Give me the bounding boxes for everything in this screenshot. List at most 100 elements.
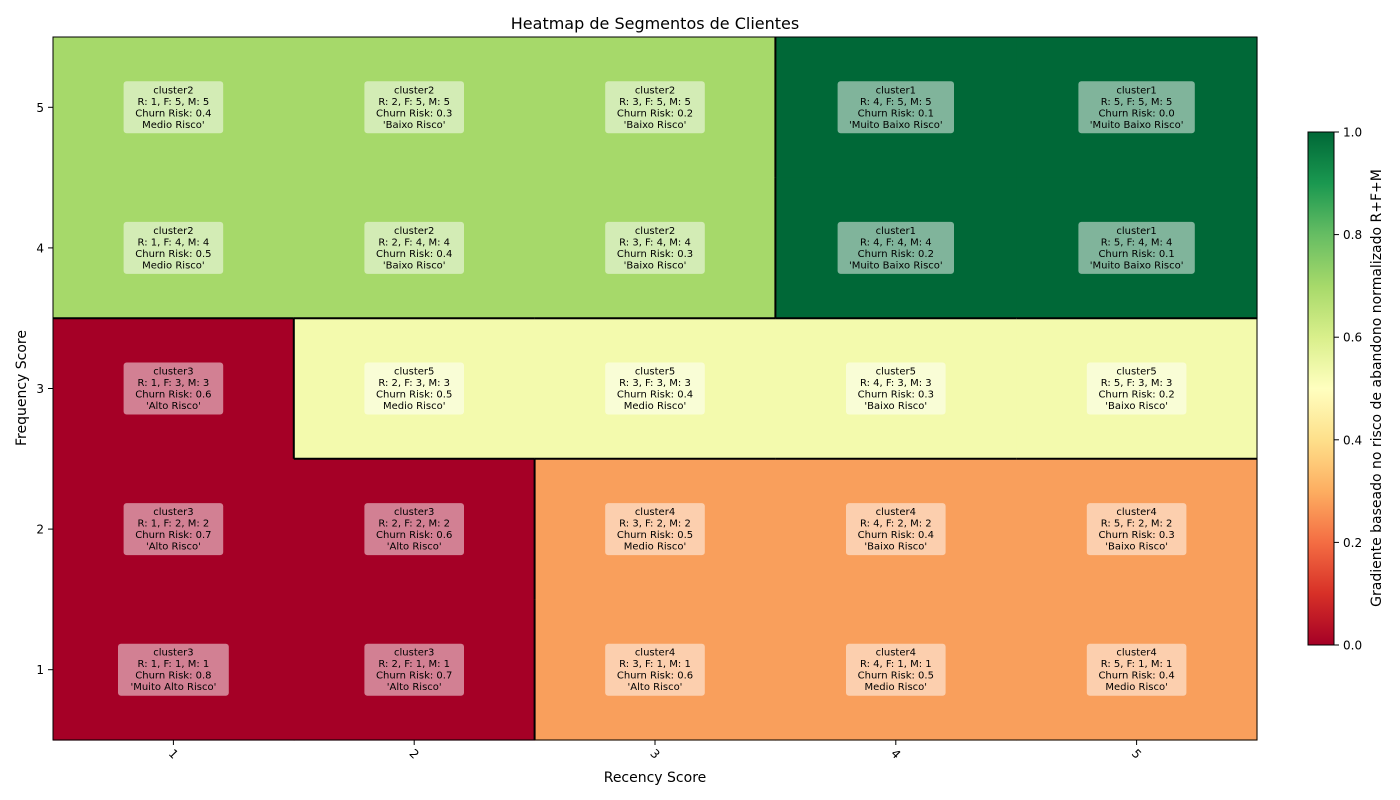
annotation-text: 'Baixo Risco': [624, 260, 687, 271]
annotation-box: [605, 221, 705, 274]
annotation-text: Churn Risk: 0.2: [1098, 390, 1174, 401]
annotation-box: [123, 503, 224, 556]
annotation-text: cluster5: [876, 367, 916, 378]
annotation-text: Churn Risk: 0.5: [617, 530, 693, 541]
annotation-text: R: 1, F: 1, M: 1: [138, 659, 210, 670]
annotation-text: 'Muito Alto Risco': [130, 682, 216, 693]
annotation-text: 'Baixo Risco': [383, 120, 446, 131]
annotation-text: 'Baixo Risco': [383, 260, 446, 271]
annotation-text: R: 2, F: 5, M: 5: [378, 97, 450, 108]
annotation-text: Churn Risk: 0.4: [135, 108, 211, 119]
annotation-text: Churn Risk: 0.7: [376, 671, 452, 682]
annotation-text: 'Muito Baixo Risco': [849, 120, 943, 131]
annotation-box: [1078, 221, 1195, 274]
annotation-text: R: 2, F: 1, M: 1: [378, 659, 450, 670]
annotation-text: Churn Risk: 0.6: [135, 390, 211, 401]
annotation-text: R: 5, F: 5, M: 5: [1101, 97, 1173, 108]
annotation-text: Churn Risk: 0.6: [376, 530, 452, 541]
heatmap-cells: [53, 37, 1258, 741]
annotation-box: [1086, 503, 1187, 556]
x-axis-label: Recency Score: [604, 770, 707, 786]
annotation-box: [123, 221, 224, 274]
annotation-text: 'Alto Risco': [387, 682, 442, 693]
annotation-text: cluster3: [153, 367, 193, 378]
y-axis-label: Frequency Score: [14, 330, 30, 446]
annotation-text: cluster3: [394, 507, 434, 518]
annotation-text: 'Alto Risco': [146, 401, 201, 412]
annotation-box: [364, 81, 464, 134]
annotation-text: R: 2, F: 3, M: 3: [378, 378, 450, 389]
annotation-text: R: 4, F: 4, M: 4: [860, 237, 932, 248]
annotation-text: Medio Risco': [1105, 682, 1168, 693]
colorbar-label: Gradiente baseado no risco de abandono n…: [1369, 169, 1385, 607]
annotation-text: R: 5, F: 2, M: 2: [1101, 519, 1173, 530]
annotation-text: Medio Risco': [624, 542, 687, 553]
annotation-text: R: 1, F: 4, M: 4: [138, 237, 210, 248]
annotation-text: cluster3: [394, 648, 434, 659]
annotation-text: 'Baixo Risco': [864, 401, 927, 412]
annotation-box: [118, 643, 229, 696]
annotation-text: cluster2: [153, 226, 193, 237]
annotation-text: Churn Risk: 0.6: [617, 671, 693, 682]
annotation-text: Churn Risk: 0.4: [858, 530, 934, 541]
annotation-box: [1086, 643, 1187, 696]
annotation-text: Churn Risk: 0.4: [1098, 671, 1174, 682]
annotation-text: cluster1: [876, 85, 916, 96]
colorbar-tick-label: 0.8: [1343, 228, 1362, 242]
cluster-borders: [53, 37, 1257, 740]
x-tick-label: 1: [166, 746, 181, 761]
annotation-text: R: 5, F: 4, M: 4: [1101, 237, 1173, 248]
y-tick-label: 3: [36, 382, 44, 396]
annotation-box: [364, 221, 464, 274]
annotation-text: R: 2, F: 2, M: 2: [378, 519, 450, 530]
annotation-text: 'Baixo Risco': [864, 542, 927, 553]
annotation-text: 'Muito Baixo Risco': [849, 260, 943, 271]
annotation-text: R: 3, F: 4, M: 4: [619, 237, 691, 248]
x-tick-label: 5: [1129, 746, 1144, 761]
annotation-box: [605, 643, 705, 696]
annotation-text: R: 3, F: 5, M: 5: [619, 97, 691, 108]
annotation-text: Churn Risk: 0.4: [376, 249, 452, 260]
annotation-text: cluster3: [153, 507, 193, 518]
colorbar-tick-label: 1.0: [1343, 126, 1362, 140]
annotation-text: 'Muito Baixo Risco': [1090, 120, 1184, 131]
annotation-text: R: 5, F: 3, M: 3: [1101, 378, 1173, 389]
colorbar-ticks: 0.0 0.2 0.4 0.6 0.8 1.0: [1334, 126, 1362, 653]
annotation-text: Churn Risk: 0.5: [376, 390, 452, 401]
annotation-text: Churn Risk: 0.8: [135, 671, 211, 682]
annotation-text: cluster5: [394, 367, 434, 378]
annotation-box: [837, 81, 954, 134]
annotation-text: Churn Risk: 0.0: [1098, 108, 1174, 119]
annotation-text: Churn Risk: 0.5: [135, 249, 211, 260]
annotation-text: R: 3, F: 2, M: 2: [619, 519, 691, 530]
annotation-text: cluster5: [635, 367, 675, 378]
annotation-text: cluster4: [876, 507, 916, 518]
annotation-text: R: 4, F: 1, M: 1: [860, 659, 932, 670]
annotation-text: R: 1, F: 5, M: 5: [138, 97, 210, 108]
colorbar-tick-label: 0.6: [1343, 331, 1362, 345]
annotation-text: Churn Risk: 0.3: [617, 249, 693, 260]
annotation-text: Medio Risco': [624, 401, 687, 412]
annotation-text: Churn Risk: 0.2: [617, 108, 693, 119]
colorbar-tick-label: 0.4: [1343, 433, 1362, 447]
annotation-text: Churn Risk: 0.3: [376, 108, 452, 119]
annotation-text: 'Muito Baixo Risco': [1090, 260, 1184, 271]
annotation-box: [837, 221, 954, 274]
